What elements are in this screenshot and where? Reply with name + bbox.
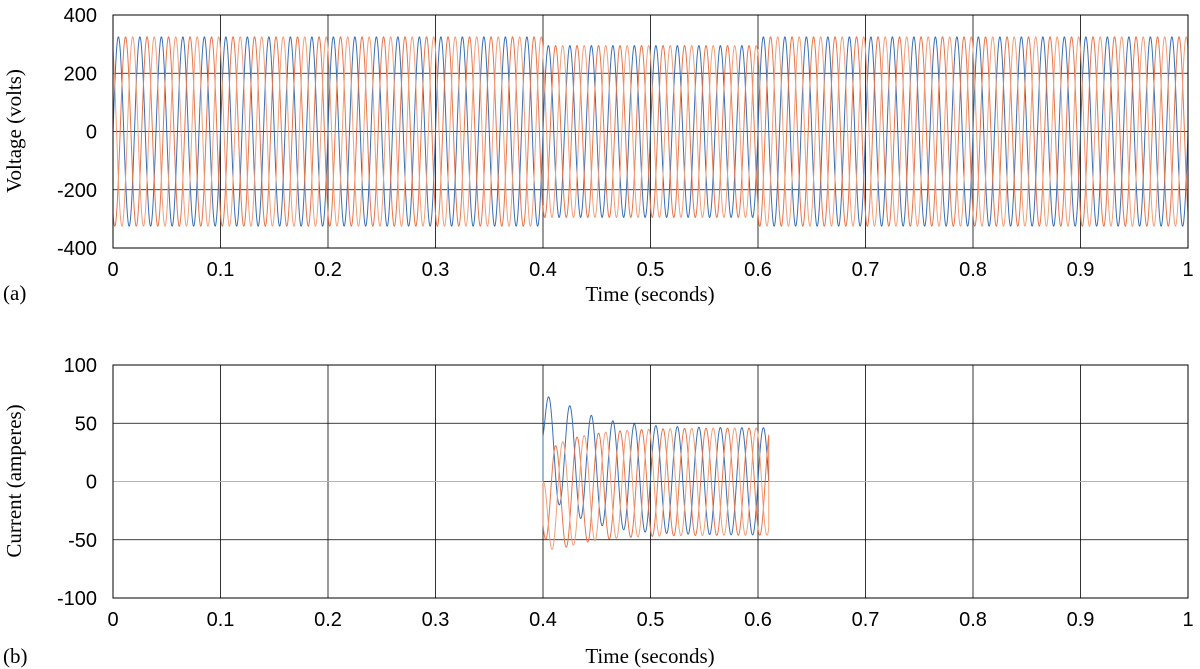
voltage-y-axis-title: Voltage (volts) <box>2 69 26 193</box>
current-plot-frame <box>112 364 1189 599</box>
voltage-panel: 400 200 0 -200 -400 0 0.1 0.2 0.3 0.4 0.5 0.6 0.7 0.… <box>2 5 1194 306</box>
voltage-trace-1 <box>112 36 1189 227</box>
current-x-tick-label: 0.6 <box>744 609 772 631</box>
current-x-tick-label: 0.2 <box>314 609 342 631</box>
voltage-x-ticks: 0 0.1 0.2 0.3 0.4 0.5 0.6 0.7 0.8 0.9 1 <box>107 259 1193 281</box>
current-x-ticks: 0 0.1 0.2 0.3 0.4 0.5 0.6 0.7 0.8 0.9 1 <box>107 609 1193 631</box>
current-x-tick-label: 0.4 <box>529 609 557 631</box>
voltage-x-tick-label: 0.3 <box>422 259 450 281</box>
voltage-x-tick-label: 1 <box>1182 259 1193 281</box>
voltage-x-tick-label: 0.5 <box>637 259 665 281</box>
current-y-axis-title: Current (amperes) <box>2 404 26 557</box>
current-x-tick-label: 0.3 <box>422 609 450 631</box>
current-x-axis-title: Time (seconds) <box>585 644 714 668</box>
voltage-x-tick-label: 0.4 <box>529 259 557 281</box>
current-trace-1 <box>113 396 1188 536</box>
voltage-x-tick-label: 0.6 <box>744 259 772 281</box>
voltage-x-tick-label: 0.2 <box>314 259 342 281</box>
current-x-tick-label: 0.7 <box>852 609 880 631</box>
current-y-tick-label: 50 <box>75 413 97 435</box>
voltage-y-ticks: 400 200 0 -200 -400 <box>57 5 97 260</box>
current-x-tick-label: 0.1 <box>207 609 235 631</box>
current-x-tick-label: 0.5 <box>637 609 665 631</box>
voltage-x-axis-title: Time (seconds) <box>585 282 714 306</box>
current-trace-3 <box>113 427 1188 550</box>
current-x-tick-label: 0.9 <box>1067 609 1095 631</box>
current-x-tick-label: 0.8 <box>959 609 987 631</box>
voltage-panel-label: (a) <box>3 281 26 305</box>
voltage-y-tick-label: 200 <box>64 63 97 85</box>
current-y-tick-label: -50 <box>68 530 97 552</box>
current-y-ticks: 100 50 0 -50 -100 <box>57 355 97 610</box>
voltage-y-tick-label: -200 <box>57 180 97 202</box>
voltage-y-tick-label: 0 <box>86 122 97 144</box>
voltage-trace-3 <box>112 36 1189 227</box>
current-y-tick-label: 0 <box>86 472 97 494</box>
voltage-x-tick-label: 0.7 <box>852 259 880 281</box>
current-x-tick-label: 0 <box>107 609 118 631</box>
current-traces <box>113 396 1188 550</box>
voltage-x-tick-label: 0 <box>107 259 118 281</box>
voltage-traces <box>112 36 1189 227</box>
current-panel-label: (b) <box>3 644 28 668</box>
current-x-tick-label: 1 <box>1182 609 1193 631</box>
voltage-plot-frame <box>112 14 1189 249</box>
voltage-x-tick-label: 0.9 <box>1067 259 1095 281</box>
current-y-tick-label: -100 <box>57 588 97 610</box>
voltage-trace-2 <box>112 36 1189 227</box>
voltage-y-tick-label: -400 <box>57 238 97 260</box>
voltage-y-tick-label: 400 <box>64 5 97 27</box>
current-y-tick-label: 100 <box>64 355 97 377</box>
voltage-x-tick-label: 0.1 <box>207 259 235 281</box>
voltage-x-tick-label: 0.8 <box>959 259 987 281</box>
